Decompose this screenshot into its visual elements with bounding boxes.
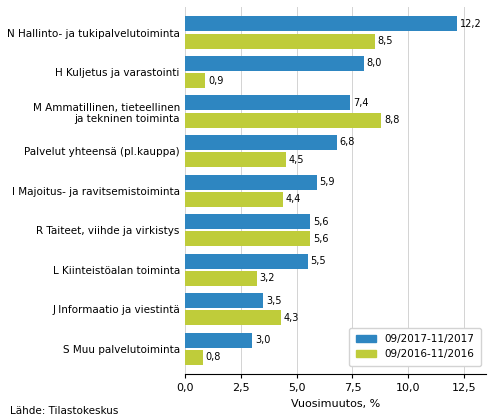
Bar: [185, 253, 308, 269]
Bar: [185, 192, 283, 207]
Text: 0,8: 0,8: [206, 352, 221, 362]
Text: 7,4: 7,4: [353, 98, 368, 108]
Bar: [185, 56, 363, 71]
Text: 8,0: 8,0: [366, 59, 382, 69]
Bar: [185, 310, 281, 325]
Bar: [185, 34, 375, 49]
Bar: [185, 174, 317, 190]
Text: 0,9: 0,9: [208, 76, 223, 86]
X-axis label: Vuosimuutos, %: Vuosimuutos, %: [291, 399, 380, 409]
Bar: [185, 271, 257, 286]
Text: 5,6: 5,6: [313, 217, 328, 227]
Bar: [185, 135, 337, 150]
Bar: [185, 350, 203, 365]
Text: 4,5: 4,5: [288, 155, 304, 165]
Text: Lähde: Tilastokeskus: Lähde: Tilastokeskus: [10, 406, 118, 416]
Legend: 09/2017-11/2017, 09/2016-11/2016: 09/2017-11/2017, 09/2016-11/2016: [350, 328, 481, 366]
Text: 3,0: 3,0: [255, 335, 270, 345]
Text: 5,5: 5,5: [311, 256, 326, 266]
Text: 5,6: 5,6: [313, 234, 328, 244]
Text: 8,5: 8,5: [377, 36, 393, 46]
Bar: [185, 214, 310, 229]
Text: 5,9: 5,9: [319, 177, 335, 187]
Bar: [185, 152, 285, 167]
Bar: [185, 16, 457, 32]
Bar: [185, 332, 252, 348]
Text: 8,8: 8,8: [384, 115, 399, 125]
Text: 6,8: 6,8: [340, 138, 355, 148]
Text: 12,2: 12,2: [460, 19, 482, 29]
Bar: [185, 293, 263, 308]
Bar: [185, 231, 310, 246]
Bar: [185, 73, 206, 88]
Text: 3,2: 3,2: [259, 273, 275, 283]
Bar: [185, 95, 350, 111]
Text: 4,4: 4,4: [286, 194, 301, 204]
Bar: [185, 113, 382, 128]
Text: 4,3: 4,3: [284, 313, 299, 323]
Text: 3,5: 3,5: [266, 296, 282, 306]
